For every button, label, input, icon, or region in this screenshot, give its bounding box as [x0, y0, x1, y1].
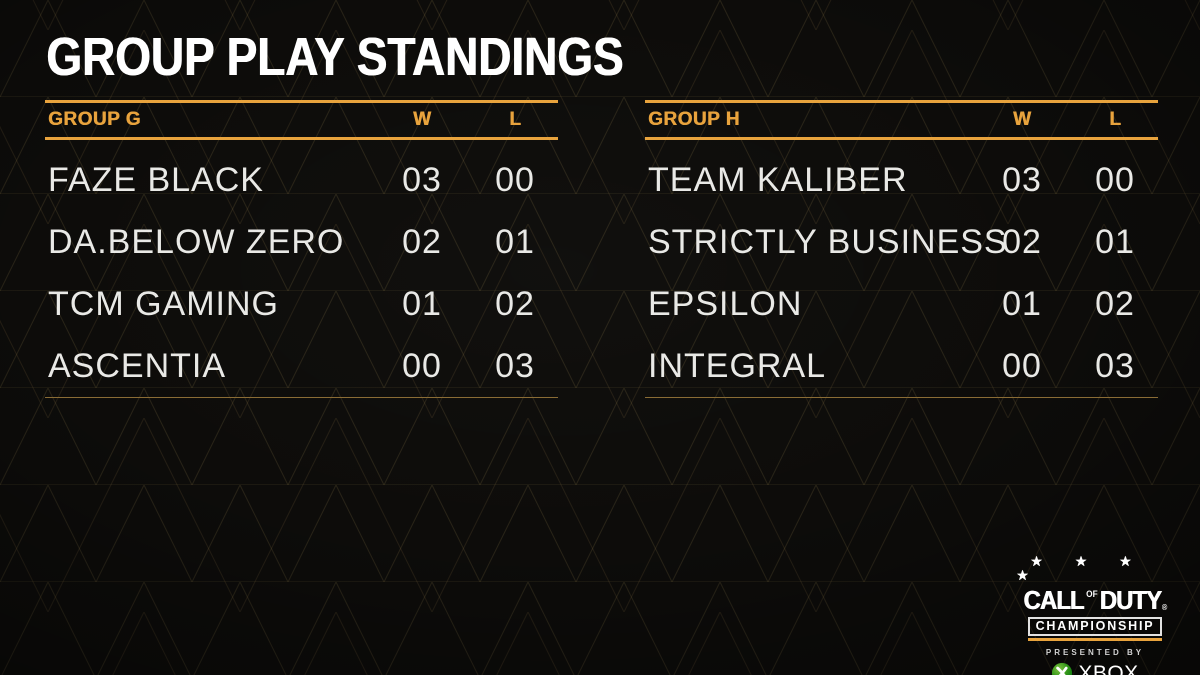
presented-by-text: PRESENTED BY	[1045, 648, 1145, 657]
duty-text: DUTY	[1099, 585, 1161, 615]
team-name: TCM GAMING	[48, 285, 279, 323]
registered-mark: ®	[1161, 603, 1167, 612]
wins-value: 02	[1002, 223, 1042, 261]
team-name: EPSILON	[648, 285, 803, 323]
team-name: FAZE BLACK	[48, 161, 264, 199]
stars-row: ★ ★ ★ ★	[1016, 553, 1146, 583]
losses-value: 02	[1095, 285, 1135, 323]
table-header: GROUP G W L	[45, 100, 558, 140]
call-of-duty-wordmark: CALL OF DUTY ®	[1023, 587, 1167, 613]
table-bottom-rule	[645, 397, 1158, 398]
group-label: GROUP H	[648, 109, 740, 130]
xbox-sphere-icon	[1052, 662, 1073, 675]
championship-gold-underline	[1027, 638, 1163, 641]
wins-column-header: W	[413, 109, 431, 130]
table-row: ASCENTIA 00 03	[45, 335, 558, 397]
losses-value: 02	[495, 285, 535, 323]
losses-value: 03	[1095, 347, 1135, 385]
losses-value: 00	[1095, 161, 1135, 199]
team-name: TEAM KALIBER	[648, 161, 908, 199]
team-name: STRICTLY BUSINESS	[648, 223, 1008, 261]
wins-value: 03	[1002, 161, 1042, 199]
table-row: STRICTLY BUSINESS 02 01	[645, 211, 1158, 273]
xbox-wordmark: XBOX	[1078, 661, 1139, 675]
page-title: GROUP PLAY STANDINGS	[46, 27, 624, 87]
wins-value: 00	[402, 347, 442, 385]
table-row: TCM GAMING 01 02	[45, 273, 558, 335]
group-label: GROUP G	[48, 109, 141, 130]
championship-text: CHAMPIONSHIP	[1027, 617, 1163, 636]
xbox-lockup: XBOX	[1051, 662, 1138, 675]
championship-banner: CHAMPIONSHIP	[1027, 617, 1163, 641]
losses-value: 01	[1095, 223, 1135, 261]
team-name: INTEGRAL	[648, 347, 827, 385]
wins-value: 01	[402, 285, 442, 323]
wins-value: 00	[1002, 347, 1042, 385]
losses-column-header: L	[1109, 109, 1121, 130]
call-text: CALL	[1022, 585, 1084, 615]
table-body: TEAM KALIBER 03 00 STRICTLY BUSINESS 02 …	[645, 140, 1158, 398]
table-header: GROUP H W L	[645, 100, 1158, 140]
wins-value: 02	[402, 223, 442, 261]
wins-column-header: W	[1013, 109, 1031, 130]
table-row: DA.BELOW ZERO 02 01	[45, 211, 558, 273]
table-row: INTEGRAL 00 03	[645, 335, 1158, 397]
table-row: TEAM KALIBER 03 00	[645, 149, 1158, 211]
cod-championship-logo: ★ ★ ★ ★ CALL OF DUTY ® CHAMPIONSHIP PRES…	[1016, 554, 1174, 675]
of-text: OF	[1085, 589, 1098, 599]
team-name: ASCENTIA	[48, 347, 227, 385]
losses-value: 00	[495, 161, 535, 199]
table-row: EPSILON 01 02	[645, 273, 1158, 335]
table-bottom-rule	[45, 397, 558, 398]
wins-value: 01	[1002, 285, 1042, 323]
losses-value: 03	[495, 347, 535, 385]
wins-value: 03	[402, 161, 442, 199]
standings-table-group-g: GROUP G W L FAZE BLACK 03 00 DA.BELOW ZE…	[45, 100, 558, 398]
losses-column-header: L	[509, 109, 521, 130]
team-name: DA.BELOW ZERO	[48, 223, 345, 261]
table-row: FAZE BLACK 03 00	[45, 149, 558, 211]
standings-table-group-h: GROUP H W L TEAM KALIBER 03 00 STRICTLY …	[645, 100, 1158, 398]
losses-value: 01	[495, 223, 535, 261]
table-body: FAZE BLACK 03 00 DA.BELOW ZERO 02 01 TCM…	[45, 140, 558, 398]
